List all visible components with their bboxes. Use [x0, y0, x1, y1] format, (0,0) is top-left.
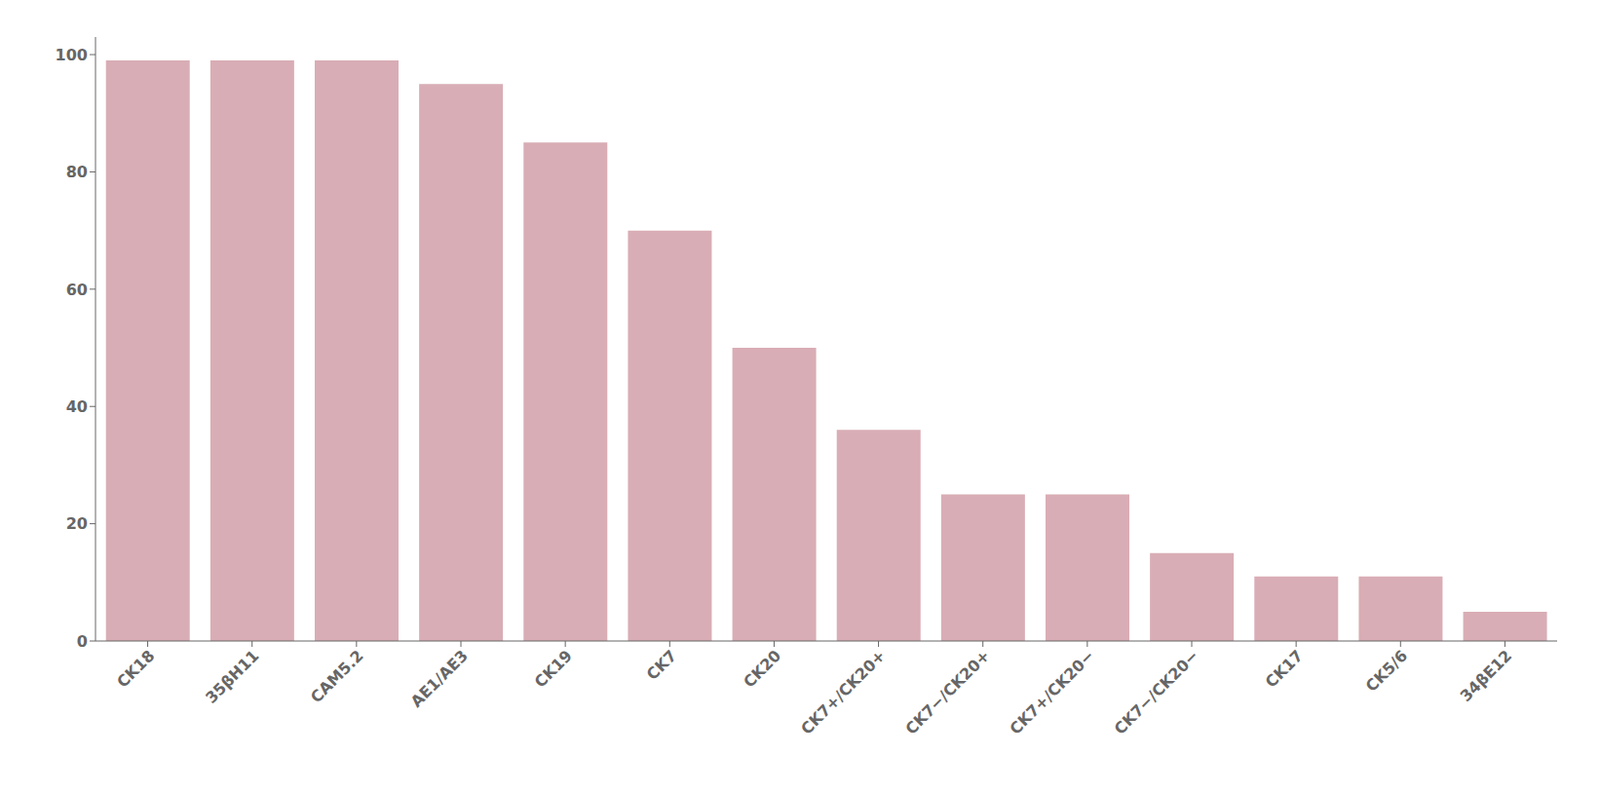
svg-text:CK7+/CK20−: CK7+/CK20−	[1005, 646, 1098, 738]
svg-text:0: 0	[76, 632, 88, 651]
svg-text:80: 80	[66, 162, 88, 182]
svg-text:CK7−/CK20−: CK7−/CK20−	[1110, 646, 1203, 738]
svg-text:CK7: CK7	[643, 646, 681, 684]
svg-text:20: 20	[66, 514, 88, 534]
svg-text:CK17: CK17	[1261, 646, 1307, 691]
svg-text:CAM5.2: CAM5.2	[306, 646, 368, 707]
svg-text:35βH11: 35βH11	[201, 646, 263, 707]
svg-text:40: 40	[66, 397, 88, 417]
svg-text:CK7−/CK20+: CK7−/CK20+	[901, 646, 993, 738]
svg-text:CK5/6: CK5/6	[1362, 646, 1411, 695]
svg-text:CK20: CK20	[739, 646, 785, 691]
svg-text:60: 60	[66, 280, 88, 300]
svg-text:100: 100	[55, 45, 88, 65]
svg-text:CK19: CK19	[531, 646, 576, 691]
svg-text:AE1/AE3: AE1/AE3	[407, 646, 472, 711]
svg-text:CK18: CK18	[113, 646, 158, 691]
svg-text:CK7+/CK20+: CK7+/CK20+	[797, 646, 889, 738]
svg-text:34βE12: 34βE12	[1456, 646, 1517, 706]
